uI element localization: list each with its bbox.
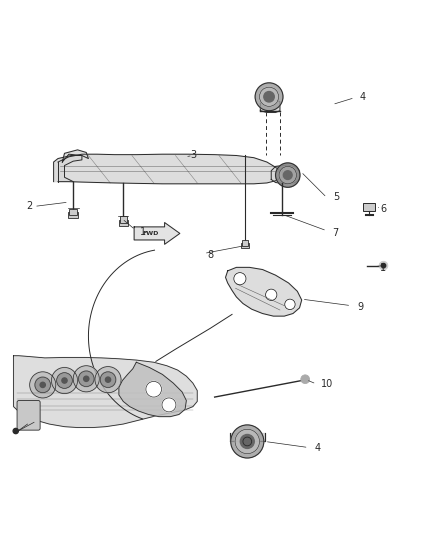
Circle shape [95, 367, 121, 393]
Circle shape [84, 376, 89, 382]
Circle shape [100, 372, 116, 387]
Circle shape [259, 87, 279, 107]
Circle shape [264, 92, 274, 102]
Text: 7: 7 [332, 228, 339, 238]
Polygon shape [134, 223, 180, 244]
Polygon shape [260, 100, 280, 112]
Text: 2: 2 [27, 200, 33, 211]
Circle shape [57, 373, 72, 389]
Text: 9: 9 [357, 302, 364, 312]
Text: 4: 4 [314, 443, 321, 454]
Circle shape [35, 377, 50, 393]
Circle shape [231, 425, 264, 458]
Circle shape [234, 272, 246, 285]
Circle shape [146, 382, 162, 397]
Circle shape [73, 366, 99, 392]
Circle shape [78, 371, 94, 386]
Circle shape [265, 289, 277, 301]
Polygon shape [62, 150, 88, 162]
FancyBboxPatch shape [242, 240, 248, 246]
FancyBboxPatch shape [68, 212, 78, 218]
Circle shape [285, 299, 295, 310]
Circle shape [279, 166, 297, 184]
Circle shape [162, 398, 176, 412]
FancyBboxPatch shape [69, 209, 77, 215]
Circle shape [106, 377, 111, 382]
Circle shape [255, 83, 283, 111]
Polygon shape [14, 356, 197, 427]
FancyBboxPatch shape [119, 220, 127, 226]
Polygon shape [230, 433, 265, 441]
Circle shape [301, 375, 310, 384]
Circle shape [283, 171, 292, 180]
FancyBboxPatch shape [17, 400, 40, 430]
Text: FWD: FWD [142, 231, 159, 236]
Circle shape [240, 434, 254, 448]
Circle shape [235, 429, 259, 454]
FancyBboxPatch shape [241, 243, 249, 248]
Circle shape [40, 382, 46, 387]
Circle shape [51, 367, 78, 393]
FancyBboxPatch shape [363, 203, 375, 211]
Circle shape [62, 378, 67, 383]
Text: 1: 1 [381, 263, 387, 273]
Circle shape [381, 263, 386, 268]
Circle shape [276, 163, 300, 187]
Text: 5: 5 [333, 192, 339, 202]
Text: 6: 6 [380, 204, 386, 214]
Polygon shape [226, 268, 302, 316]
Polygon shape [119, 362, 186, 417]
Circle shape [13, 429, 18, 434]
Text: 3: 3 [190, 150, 196, 160]
Text: 1: 1 [140, 227, 146, 237]
Polygon shape [58, 154, 282, 184]
Polygon shape [53, 156, 82, 182]
Polygon shape [271, 165, 300, 184]
FancyBboxPatch shape [120, 216, 127, 223]
Circle shape [30, 372, 56, 398]
Text: 8: 8 [207, 250, 213, 260]
Text: 4: 4 [360, 92, 366, 102]
Circle shape [379, 261, 388, 270]
Text: 10: 10 [321, 379, 333, 389]
